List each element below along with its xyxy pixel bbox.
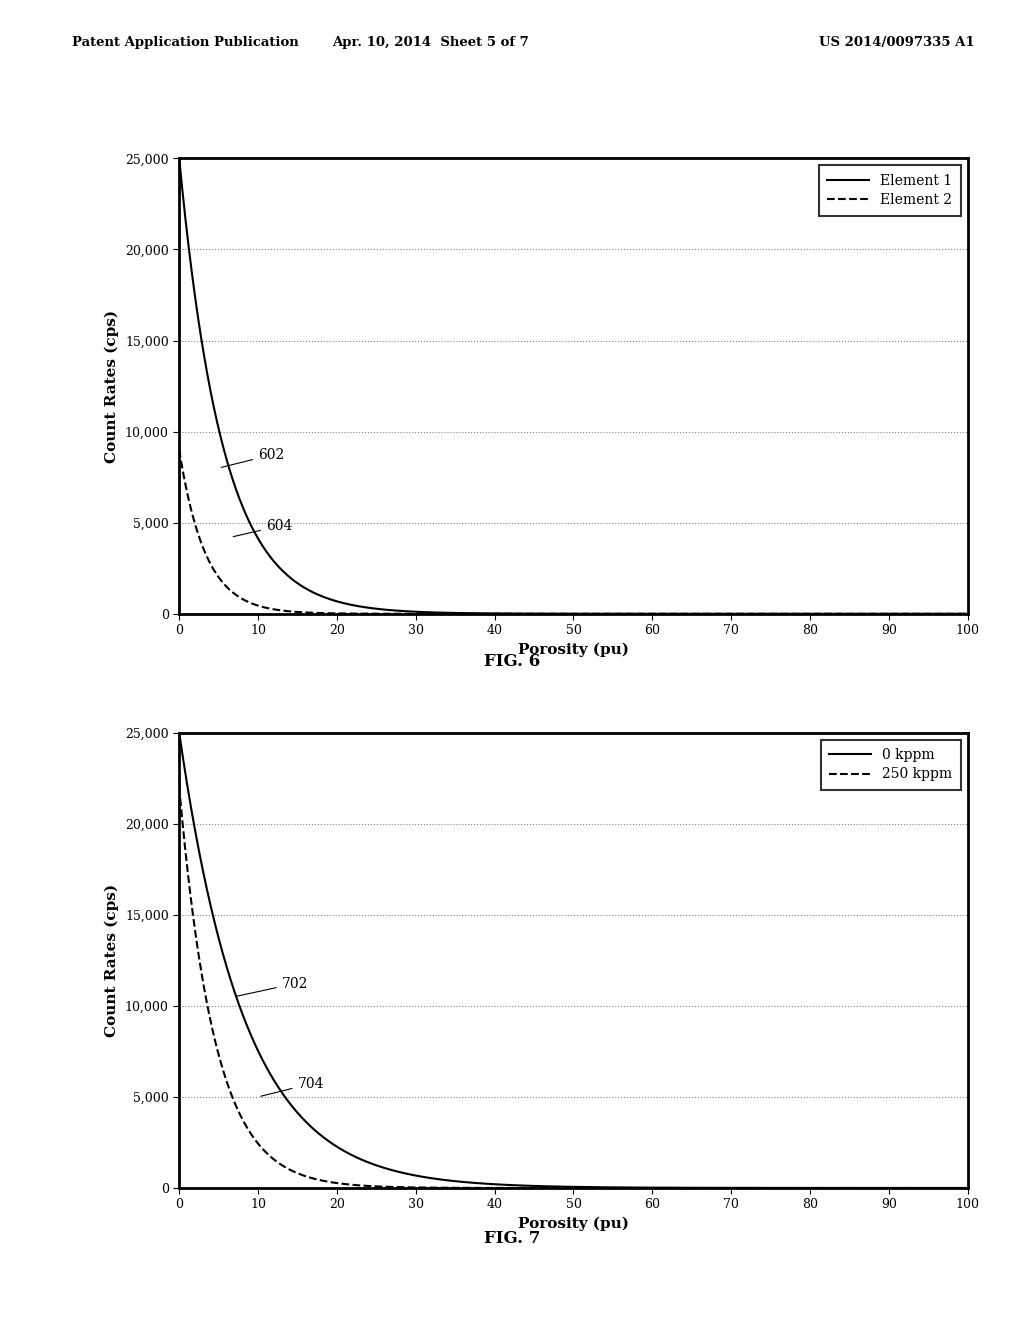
Element 1 <box>938 606 950 622</box>
Text: Patent Application Publication: Patent Application Publication <box>72 37 298 49</box>
Element 2 <box>938 606 950 622</box>
Element 2 <box>213 570 225 586</box>
Text: 704: 704 <box>261 1077 324 1096</box>
Element 1 <box>173 150 185 166</box>
Element 1 <box>556 606 568 622</box>
Text: FIG. 6: FIG. 6 <box>484 653 540 671</box>
250 kppm <box>536 1180 548 1196</box>
250 kppm <box>173 779 185 795</box>
Element 2 <box>536 606 548 622</box>
0 kppm <box>794 1180 806 1196</box>
Line: Element 2: Element 2 <box>179 450 968 614</box>
Element 1 <box>794 606 806 622</box>
0 kppm <box>213 933 225 949</box>
0 kppm <box>938 1180 950 1196</box>
Element 1 <box>536 606 548 622</box>
0 kppm <box>939 1180 951 1196</box>
Text: FIG. 7: FIG. 7 <box>483 1230 541 1247</box>
0 kppm <box>556 1179 568 1195</box>
Text: US 2014/0097335 A1: US 2014/0097335 A1 <box>819 37 975 49</box>
250 kppm <box>938 1180 950 1196</box>
Element 2 <box>173 442 185 458</box>
0 kppm <box>962 1180 974 1196</box>
Y-axis label: Count Rates (cps): Count Rates (cps) <box>105 883 120 1038</box>
0 kppm <box>536 1179 548 1195</box>
Element 2 <box>939 606 951 622</box>
0 kppm <box>173 725 185 741</box>
Element 1 <box>962 606 974 622</box>
250 kppm <box>794 1180 806 1196</box>
Element 1 <box>213 424 225 440</box>
Legend: Element 1, Element 2: Element 1, Element 2 <box>819 165 961 215</box>
X-axis label: Porosity (pu): Porosity (pu) <box>518 643 629 657</box>
Line: 0 kppm: 0 kppm <box>179 733 968 1188</box>
Text: Apr. 10, 2014  Sheet 5 of 7: Apr. 10, 2014 Sheet 5 of 7 <box>332 37 528 49</box>
Element 2 <box>556 606 568 622</box>
Y-axis label: Count Rates (cps): Count Rates (cps) <box>105 309 120 463</box>
Text: 702: 702 <box>238 977 308 997</box>
Text: 604: 604 <box>233 519 292 537</box>
Element 1 <box>939 606 951 622</box>
250 kppm <box>213 1049 225 1065</box>
Text: 602: 602 <box>221 447 285 467</box>
Line: 250 kppm: 250 kppm <box>179 787 968 1188</box>
Element 2 <box>962 606 974 622</box>
250 kppm <box>556 1180 568 1196</box>
250 kppm <box>962 1180 974 1196</box>
Element 2 <box>794 606 806 622</box>
X-axis label: Porosity (pu): Porosity (pu) <box>518 1217 629 1232</box>
Legend: 0 kppm, 250 kppm: 0 kppm, 250 kppm <box>821 739 961 789</box>
Line: Element 1: Element 1 <box>179 158 968 614</box>
250 kppm <box>939 1180 951 1196</box>
